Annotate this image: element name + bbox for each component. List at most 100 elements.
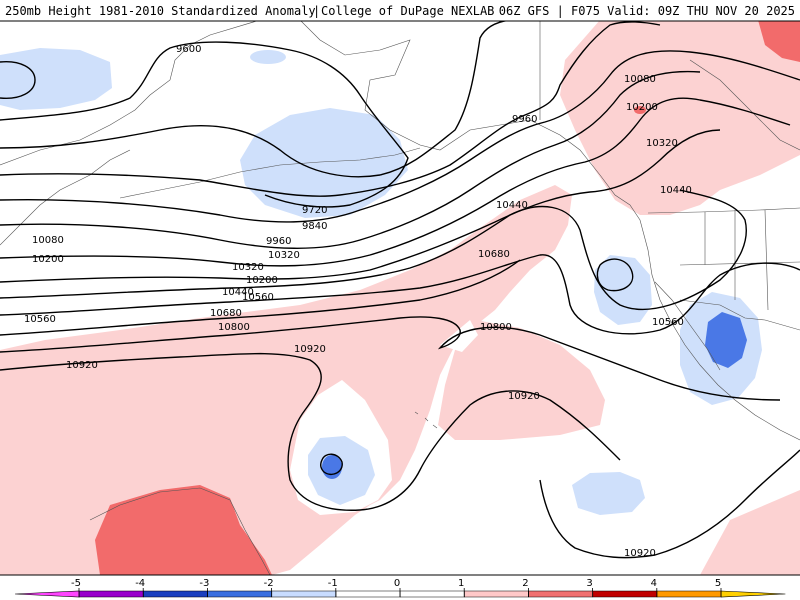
contour-label: 10320 [646,138,678,149]
header-background [0,0,800,21]
positive-anomaly-southeast [700,490,800,575]
colorbar-segment [592,590,658,598]
colorbar-segment [207,590,273,598]
colorbar: -5 -4 -3 -2 -1 0 1 2 3 4 5 [0,574,800,600]
contour-label: 10800 [218,322,250,333]
contour-label: 9840 [302,221,327,232]
coastline-australia [89,487,271,576]
colorbar-tick-label: 3 [586,578,592,589]
colorbar-tick-label: -1 [328,578,338,589]
negative-anomaly-strong-subtropical [322,455,342,479]
colorbar-ticks: -5 -4 -3 -2 -1 0 1 2 3 4 5 [71,578,722,597]
contour-9600 [0,41,409,208]
coastline-baja [654,281,721,371]
coastline-hudson-region [689,59,800,151]
border-us-canada [647,207,800,214]
header-source: College of DuPage NEXLAB [321,4,494,18]
contour-label: 10920 [66,360,98,371]
colorbar-segment [528,590,594,598]
positive-anomaly-strong-sw [95,485,272,575]
contour-10920-main [0,352,621,511]
contour-label: 10440 [222,287,254,298]
header-separator: | [313,4,320,18]
contour-label: 9720 [302,205,327,216]
contour-10920-south [539,449,800,559]
contour-closed-low-cutoff [596,258,634,292]
colorbar-tick-label: 5 [715,578,721,589]
negative-anomaly-cutoff-low [594,255,652,325]
header-bar: 250mb Height 1981-2010 Standardized Anom… [0,0,800,22]
colorbar-tick-label: -3 [199,578,209,589]
contour-label: 9960 [512,114,537,125]
contour-10560 [0,254,800,335]
contour-label: 10800 [480,322,512,333]
positive-anomaly-western-na [560,20,800,215]
contour-10440 [0,189,747,311]
contour-label: 9960 [266,236,291,247]
contour-label: 10320 [268,250,300,261]
contour-label: 10560 [242,292,274,303]
contour-closed-low-north-pacific [0,61,36,99]
coastline-siberia [0,19,261,166]
contour-label: 10920 [624,548,656,559]
coastline-mexico [734,399,800,441]
contour-label: 10440 [660,185,692,196]
contour-10200 [0,97,791,267]
contour-label: 10440 [496,200,528,211]
hawaii-islands [414,411,438,429]
contour-9960 [0,50,800,223]
negative-anomaly-small-north [250,50,286,64]
contour-label: 10680 [210,308,242,319]
colorbar-segment [143,590,208,598]
contour-label: 10920 [508,391,540,402]
contour-label: 10320 [232,262,264,273]
anomaly-shading [0,20,800,575]
colorbar-tick-label: 0 [394,578,400,589]
contour-label: 10080 [32,235,64,246]
contour-label: 10680 [478,249,510,260]
colorbar-tick-label: -5 [71,578,81,589]
contour-label: 10200 [32,254,64,265]
positive-anomaly-strong-ne [758,20,800,62]
coastline-alaska [299,19,531,151]
contour-10320 [0,129,721,283]
colorbar-segment [78,590,144,598]
contour-10680 [0,259,521,336]
colorbar-segment [399,590,465,598]
colorbar-segment [271,590,337,598]
contour-labels: 9600 9960 10080 10200 10320 10440 9720 9… [24,44,692,559]
contour-label: 10920 [294,344,326,355]
contour-10080-main [0,70,701,249]
positive-anomaly-strong-small [634,106,646,114]
contour-closed-low-subtropical [319,453,343,476]
positive-anomaly-central-pacific [0,185,572,575]
state-borders [679,209,800,311]
contour-label: 10200 [246,275,278,286]
colorbar-segment [464,590,529,598]
coastline-aleutians [119,147,421,199]
contour-label: 10080 [624,74,656,85]
height-contours [0,19,800,559]
contour-9720 [0,19,511,178]
colorbar-segment [656,590,722,598]
border-us-mexico [679,299,800,331]
colorbar-tick-label: 4 [651,578,657,589]
contour-label: 10560 [24,314,56,325]
contour-label: 10560 [652,317,684,328]
colorbar-tick-label: -2 [264,578,274,589]
contour-10800 [0,316,781,401]
header-run-info: 06Z GFS | F075 Valid: 09Z THU NOV 20 202… [499,4,795,18]
contour-label: 10200 [626,102,658,113]
negative-anomaly-strong-mexico [705,312,747,368]
colorbar-segment [335,590,401,598]
contour-9840 [0,21,661,197]
coastline-bc-coast [529,119,736,401]
contour-label: 9600 [176,44,201,55]
colorbar-tick-label: 1 [458,578,464,589]
negative-anomaly-tropical [572,472,645,515]
colorbar-tick-label: -4 [135,578,145,589]
colorbar-tick-label: 2 [522,578,528,589]
negative-anomaly-north-pacific [0,48,112,110]
header-title: 250mb Height 1981-2010 Standardized Anom… [5,4,316,18]
